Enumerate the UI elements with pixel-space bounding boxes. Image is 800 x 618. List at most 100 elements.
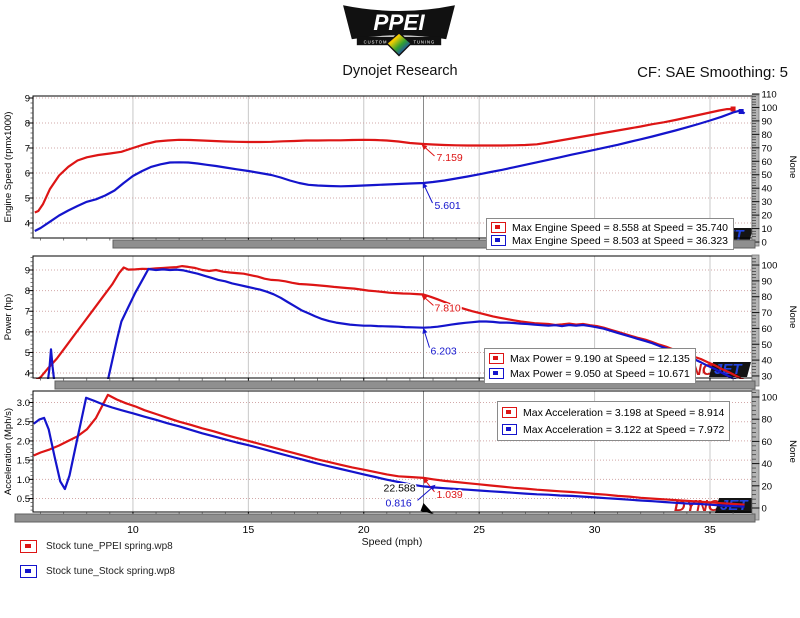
y-tick-label: 7 — [25, 307, 30, 318]
right-tick-label: 30 — [762, 197, 773, 208]
legend-row: Max Acceleration = 3.198 at Speed = 8.91… — [502, 404, 724, 421]
x-tick-label: 35 — [704, 524, 716, 536]
file-legend-label: Stock tune_Stock spring.wp8 — [46, 566, 175, 577]
annotation-label: 6.203 — [430, 346, 456, 358]
annotation-label: 7.159 — [436, 152, 462, 164]
x-tick-label: 10 — [127, 524, 139, 536]
y-tick-label: 2.5 — [17, 417, 30, 428]
right-tick-label: 70 — [762, 143, 773, 154]
right-tick-label: 90 — [762, 276, 773, 287]
legend-label: Max Acceleration = 3.198 at Speed = 8.91… — [523, 406, 725, 419]
x-tick-label: 30 — [589, 524, 601, 536]
legend-row: Max Engine Speed = 8.558 at Speed = 35.7… — [491, 221, 728, 234]
legend-key-icon — [491, 235, 506, 246]
file-legend-key-icon — [20, 565, 37, 578]
legend-row: Max Power = 9.190 at Speed = 12.135 — [489, 351, 690, 366]
right-tick-label: 0 — [762, 238, 767, 249]
right-tick-label: 110 — [762, 89, 777, 100]
y-tick-label: 9 — [25, 266, 30, 277]
y-tick-label: 6 — [25, 327, 30, 338]
series-line — [33, 396, 745, 508]
range-bar — [112, 239, 756, 249]
legend-label: Max Power = 9.190 at Speed = 12.135 — [510, 352, 690, 365]
y-tick-label: 1.0 — [17, 475, 30, 486]
right-tick-label: 60 — [762, 437, 773, 448]
right-tick-label: 20 — [762, 481, 773, 492]
right-tick-label: 80 — [762, 130, 773, 141]
legend-label: Max Power = 9.050 at Speed = 10.671 — [510, 367, 690, 380]
annotation-label: 7.810 — [434, 303, 460, 315]
y-tick-label: 9 — [25, 94, 30, 105]
legend-key-icon — [502, 424, 517, 435]
ppei-custom-text: CUSTOM — [364, 39, 388, 44]
ppei-brand-text: PPEI — [373, 10, 425, 35]
legend-key-icon — [491, 222, 506, 233]
right-tick-label: 60 — [762, 324, 773, 335]
right-tick-label: 20 — [762, 211, 773, 222]
right-tick-label: 0 — [762, 504, 767, 515]
right-tick-label: 100 — [762, 392, 778, 403]
legend-label: Max Engine Speed = 8.558 at Speed = 35.7… — [512, 221, 729, 234]
right-tick-label: 50 — [762, 340, 773, 351]
chart-legend[interactable]: Max Engine Speed = 8.558 at Speed = 35.7… — [486, 218, 735, 250]
right-axis-title: None — [787, 440, 798, 463]
range-bar — [14, 513, 756, 523]
series-line — [46, 267, 737, 379]
ppei-tuning-text: TUNING — [413, 39, 435, 44]
x-tick-label: 15 — [243, 524, 255, 536]
x-tick-label: 20 — [358, 524, 370, 536]
correction-factor-label: CF: SAE Smoothing: 5 — [637, 64, 788, 81]
right-tick-label: 100 — [762, 103, 778, 114]
annotation-label: 1.039 — [436, 489, 462, 501]
y-axis-title: Acceleration (Mph/s) — [3, 408, 14, 495]
file-legend-label: Stock tune_PPEI spring.wp8 — [46, 541, 173, 552]
right-tick-label: 100 — [762, 261, 778, 272]
ppei-banner-shape — [343, 5, 455, 40]
y-tick-label: 4 — [25, 369, 30, 380]
file-legend-key-icon — [20, 540, 37, 553]
y-tick-label: 7 — [25, 144, 30, 155]
series-line — [34, 107, 734, 214]
legend-key-icon — [489, 353, 504, 364]
series-line — [34, 109, 746, 232]
right-axis-title: None — [787, 306, 798, 329]
right-tick-label: 80 — [762, 292, 773, 303]
right-tick-label: 30 — [762, 371, 773, 382]
annotation-label: 22.588 — [383, 482, 415, 494]
right-tick-label: 40 — [762, 184, 773, 195]
series-end-marker — [738, 109, 744, 114]
right-tick-label: 40 — [762, 459, 773, 470]
series-line — [33, 393, 745, 506]
dynojet-watermark: JET — [714, 361, 743, 378]
legend-label: Max Acceleration = 3.122 at Speed = 7.97… — [523, 423, 725, 436]
legend-row: Max Power = 9.050 at Speed = 10.671 — [489, 366, 690, 381]
y-tick-label: 8 — [25, 286, 30, 297]
y-axis-title: Power (hp) — [3, 294, 14, 340]
page-title: Dynojet Research — [342, 63, 458, 79]
legend-label: Max Engine Speed = 8.503 at Speed = 36.3… — [512, 234, 729, 247]
y-tick-label: 6 — [25, 169, 30, 180]
legend-row: Max Engine Speed = 8.503 at Speed = 36.3… — [491, 234, 728, 247]
right-tick-label: 90 — [762, 116, 773, 127]
annotation-label: 0.816 — [385, 497, 411, 509]
ppei-rainbow-diamond-icon — [385, 32, 413, 57]
right-tick-label: 60 — [762, 157, 773, 168]
y-tick-label: 1.5 — [17, 456, 30, 467]
right-tick-label: 70 — [762, 308, 773, 319]
chart-legend[interactable]: Max Power = 9.190 at Speed = 12.135 Max P… — [484, 348, 696, 384]
chart-legend[interactable]: Max Acceleration = 3.198 at Speed = 8.91… — [497, 401, 731, 441]
cursor-grip[interactable] — [420, 503, 434, 514]
x-axis-title: Speed (mph) — [361, 536, 423, 548]
file-legend-row[interactable]: Stock tune_Stock spring.wp8 — [20, 565, 175, 578]
file-legend-row[interactable]: Stock tune_PPEI spring.wp8 — [20, 540, 173, 553]
y-tick-label: 0.5 — [17, 494, 30, 505]
right-tick-label: 40 — [762, 356, 773, 367]
legend-row: Max Acceleration = 3.122 at Speed = 7.97… — [502, 421, 724, 438]
y-tick-label: 8 — [25, 119, 30, 130]
y-tick-label: 5 — [25, 194, 30, 205]
legend-key-icon — [489, 368, 504, 379]
ppei-logo: PPEI CUSTOM TUNING — [343, 5, 455, 57]
